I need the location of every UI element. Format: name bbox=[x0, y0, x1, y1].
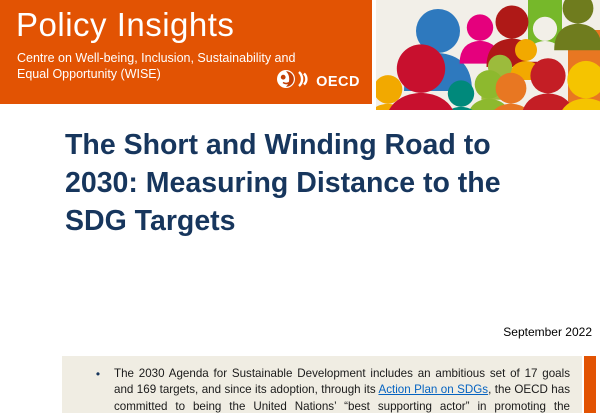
summary-bullet-text: The 2030 Agenda for Sustainable Developm… bbox=[114, 366, 570, 413]
bullet-text-before-link: The 2030 Agenda for Sustainable Developm… bbox=[114, 367, 570, 397]
masthead-banner: Policy Insights Centre on Well-being, In… bbox=[0, 0, 372, 104]
series-title: Policy Insights bbox=[16, 6, 235, 43]
summary-bullet-item: • The 2030 Agenda for Sustainable Develo… bbox=[82, 366, 570, 413]
faces-collage-image bbox=[376, 0, 600, 110]
summary-box: • The 2030 Agenda for Sustainable Develo… bbox=[62, 356, 582, 413]
publication-date: September 2022 bbox=[503, 325, 592, 339]
oecd-globe-icon bbox=[275, 68, 313, 95]
bullet-marker: • bbox=[95, 367, 101, 381]
action-plan-link[interactable]: Action Plan on SDGs bbox=[378, 383, 489, 397]
oecd-wordmark: OECD bbox=[316, 73, 360, 90]
oecd-logo: OECD bbox=[275, 68, 360, 95]
series-subtitle-line2: Equal Opportunity (WISE) bbox=[17, 67, 161, 81]
series-subtitle-line1: Centre on Well-being, Inclusion, Sustain… bbox=[17, 51, 296, 65]
paper-title: The Short and Winding Road to 2030: Meas… bbox=[65, 126, 590, 240]
accent-bar bbox=[584, 356, 596, 413]
paper-title-line3: SDG Targets bbox=[65, 205, 236, 237]
series-subtitle: Centre on Well-being, Inclusion, Sustain… bbox=[17, 50, 295, 82]
bullet-text-after-link: , the OECD has committed to being the Un… bbox=[114, 383, 570, 413]
paper-title-line1: The Short and Winding Road to bbox=[65, 129, 491, 161]
paper-title-line2: 2030: Measuring Distance to the bbox=[65, 167, 501, 199]
